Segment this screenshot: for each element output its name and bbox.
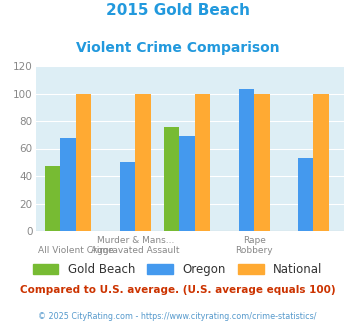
Bar xyxy=(239,89,254,231)
Text: Murder & Mans...: Murder & Mans... xyxy=(97,236,174,245)
Bar xyxy=(195,93,210,231)
Text: © 2025 CityRating.com - https://www.cityrating.com/crime-statistics/: © 2025 CityRating.com - https://www.city… xyxy=(38,312,317,321)
Bar xyxy=(313,93,329,231)
Bar xyxy=(135,93,151,231)
Text: 2015 Gold Beach: 2015 Gold Beach xyxy=(105,3,250,18)
Bar xyxy=(45,166,60,231)
Text: All Violent Crime: All Violent Crime xyxy=(38,246,114,255)
Legend: Gold Beach, Oregon, National: Gold Beach, Oregon, National xyxy=(28,258,327,281)
Text: Robbery: Robbery xyxy=(235,246,273,255)
Bar xyxy=(164,126,179,231)
Bar xyxy=(76,93,91,231)
Bar xyxy=(60,138,76,231)
Bar xyxy=(254,93,269,231)
Text: Compared to U.S. average. (U.S. average equals 100): Compared to U.S. average. (U.S. average … xyxy=(20,285,335,295)
Text: Aggravated Assault: Aggravated Assault xyxy=(91,246,180,255)
Text: Rape: Rape xyxy=(242,236,266,245)
Bar xyxy=(179,136,195,231)
Bar xyxy=(298,158,313,231)
Text: Violent Crime Comparison: Violent Crime Comparison xyxy=(76,41,279,55)
Bar xyxy=(120,162,135,231)
